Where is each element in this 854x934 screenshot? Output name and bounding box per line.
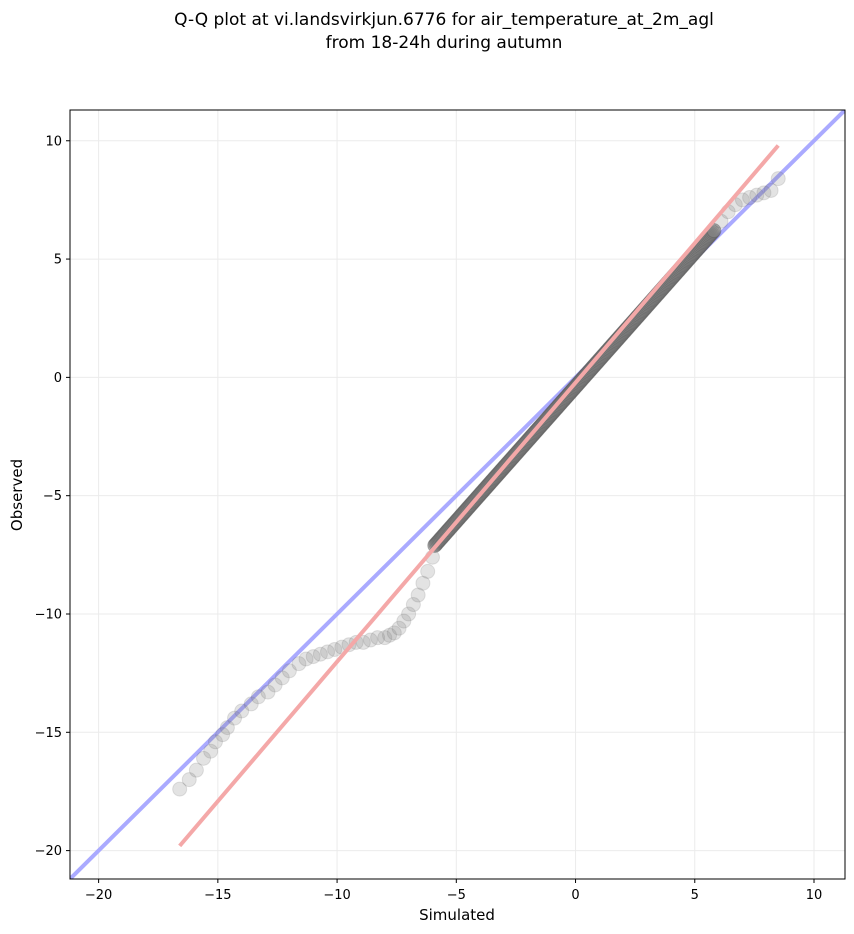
qq-point xyxy=(312,646,328,662)
x-tick-label: −5 xyxy=(447,888,466,903)
qq-point xyxy=(172,781,188,797)
qq-point xyxy=(734,192,750,208)
x-axis-label: Simulated xyxy=(419,906,495,924)
qq-point xyxy=(234,703,250,719)
qq-point xyxy=(391,620,407,636)
qq-point xyxy=(355,634,371,650)
qq-point xyxy=(560,387,576,403)
qq-point xyxy=(756,185,772,201)
qq-point xyxy=(188,762,204,778)
qq-point xyxy=(749,187,765,203)
qq-point xyxy=(196,750,212,766)
data-points xyxy=(172,171,786,797)
plot-area xyxy=(70,110,845,879)
qq-point xyxy=(386,625,402,641)
qq-point xyxy=(565,381,581,397)
qq-point xyxy=(377,630,393,646)
qq-point xyxy=(405,597,421,613)
qq-point xyxy=(420,563,436,579)
qq-point xyxy=(181,772,197,788)
x-tick-label: 10 xyxy=(806,888,823,903)
qq-point xyxy=(298,651,314,667)
qq-point xyxy=(396,613,412,629)
y-tick-label: −20 xyxy=(35,844,62,859)
qq-point xyxy=(763,182,779,198)
qq-point xyxy=(562,385,578,401)
qq-point xyxy=(563,384,579,400)
tick-labels: −20 −15 −10 −5 0 5 10 −20 −15 −10 −5 0 5 10 xyxy=(35,134,823,903)
plot-frame xyxy=(69,109,846,880)
qq-point xyxy=(564,382,580,398)
y-tick-label: 0 xyxy=(54,371,62,386)
y-tick-label: 5 xyxy=(54,253,62,268)
chart-subtitle: from 18-24h during autumn xyxy=(326,33,563,53)
qq-point xyxy=(320,644,336,660)
x-tick-label: −15 xyxy=(204,888,231,903)
qq-point xyxy=(219,720,235,736)
qq-point xyxy=(250,689,266,705)
qq-point xyxy=(227,710,243,726)
qq-point xyxy=(362,632,378,648)
qq-point xyxy=(291,656,307,672)
qq-point xyxy=(281,663,297,679)
qq-point xyxy=(561,386,577,402)
qq-point xyxy=(243,696,259,712)
qq-point xyxy=(327,641,343,657)
fit-line xyxy=(178,144,780,848)
qq-point xyxy=(267,677,283,693)
qq-point xyxy=(260,684,276,700)
qq-point xyxy=(305,649,321,665)
y-tick-label: −15 xyxy=(35,726,62,741)
chart-title: Q-Q plot at vi.landsvirkjun.6776 for air… xyxy=(174,10,714,30)
qq-point xyxy=(382,627,398,643)
x-tick-label: 5 xyxy=(691,888,699,903)
qq-point xyxy=(410,587,426,603)
qq-point xyxy=(415,575,431,591)
qq-point xyxy=(274,670,290,686)
one-to-one-line xyxy=(70,110,845,879)
x-tick-label: 0 xyxy=(571,888,579,903)
x-tick-label: −10 xyxy=(323,888,350,903)
qq-point xyxy=(370,630,386,646)
y-tick-label: −10 xyxy=(35,607,62,622)
qq-point xyxy=(215,727,231,743)
qq-point xyxy=(203,743,219,759)
x-tick-label: −20 xyxy=(85,888,112,903)
y-tick-label: 10 xyxy=(45,134,62,149)
grid xyxy=(70,110,845,879)
qq-point xyxy=(207,734,223,750)
qq-point xyxy=(770,171,786,187)
qq-point xyxy=(401,606,417,622)
qq-point xyxy=(742,190,758,206)
y-axis-label: Observed xyxy=(8,459,26,531)
y-tick-label: −5 xyxy=(43,489,62,504)
